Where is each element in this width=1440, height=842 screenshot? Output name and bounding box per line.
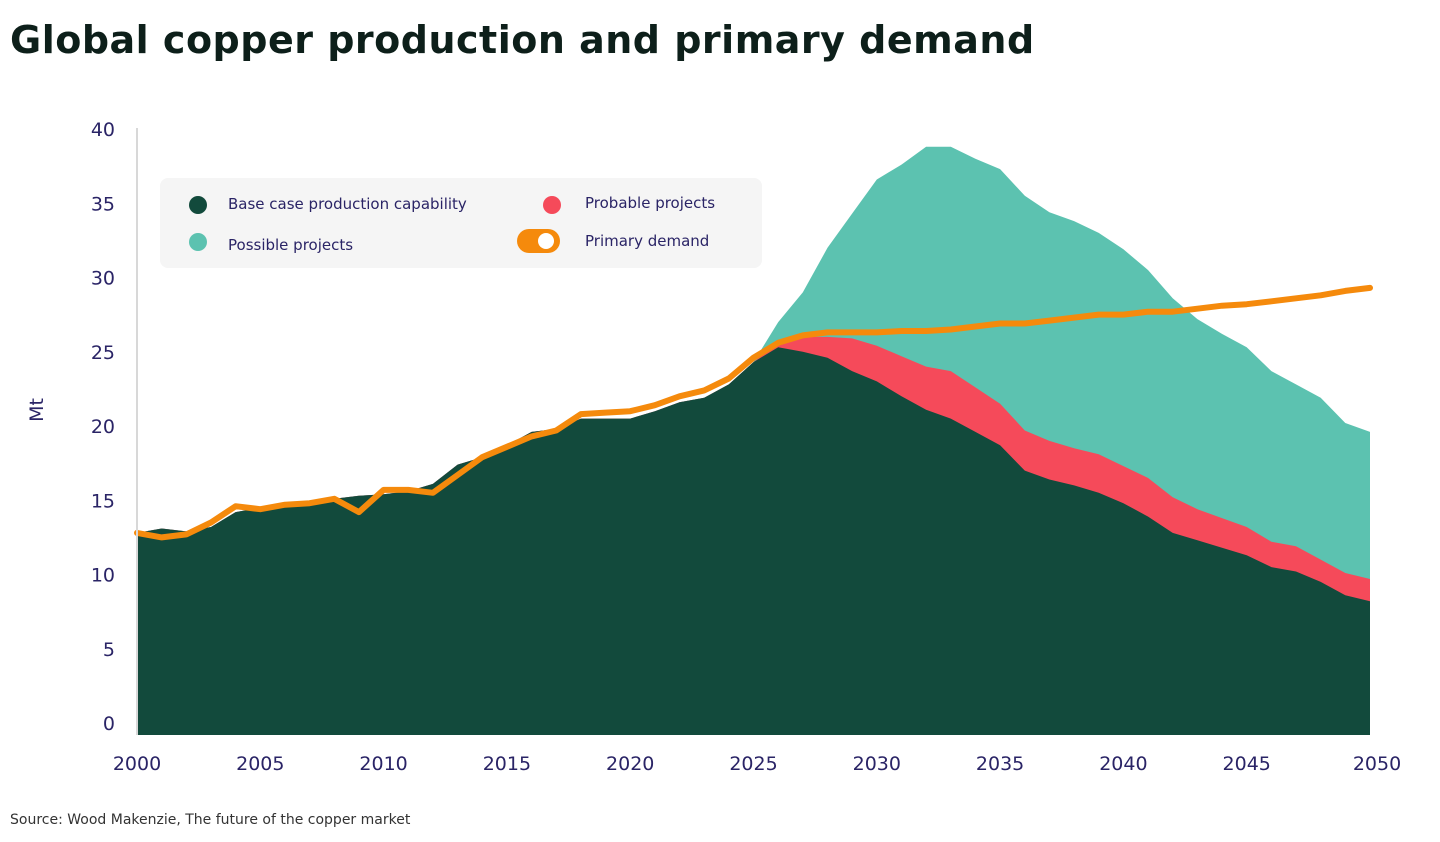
y-tick-label: 5 bbox=[103, 639, 115, 661]
x-tick-label: 2010 bbox=[359, 753, 407, 775]
legend-marker-possible bbox=[189, 233, 207, 251]
area-base-case-production-capability bbox=[137, 347, 1370, 735]
y-ticks: 0 5 10 15 20 25 30 35 40 bbox=[91, 119, 115, 735]
legend-label-probable: Probable projects bbox=[585, 194, 715, 212]
y-tick-label: 35 bbox=[91, 193, 115, 215]
legend-label-base: Base case production capability bbox=[228, 195, 467, 213]
lines-layer bbox=[134, 284, 1373, 541]
source-note: Source: Wood Makenzie, The future of the… bbox=[10, 812, 411, 828]
legend: Base case production capability Probable… bbox=[160, 178, 762, 268]
x-tick-label: 2000 bbox=[113, 753, 161, 775]
y-axis-label: Mt bbox=[26, 398, 48, 422]
legend-label-possible: Possible projects bbox=[228, 236, 353, 254]
legend-toggle-icon[interactable] bbox=[517, 229, 560, 253]
x-tick-label: 2045 bbox=[1223, 753, 1271, 775]
legend-marker-base bbox=[189, 196, 207, 214]
x-tick-label: 2050 bbox=[1353, 753, 1401, 775]
y-tick-label: 10 bbox=[91, 565, 115, 587]
legend-background bbox=[160, 178, 762, 268]
y-tick-label: 40 bbox=[91, 119, 115, 141]
y-tick-label: 20 bbox=[91, 416, 115, 438]
legend-label-demand: Primary demand bbox=[585, 232, 709, 250]
x-tick-label: 2020 bbox=[606, 753, 654, 775]
y-tick-label: 25 bbox=[91, 342, 115, 364]
y-tick-label: 0 bbox=[103, 713, 115, 735]
chart-title: Global copper production and primary dem… bbox=[10, 18, 1035, 62]
x-tick-label: 2030 bbox=[853, 753, 901, 775]
areas-layer bbox=[137, 146, 1370, 736]
legend-marker-probable bbox=[543, 196, 561, 214]
x-tick-label: 2005 bbox=[236, 753, 284, 775]
x-tick-label: 2040 bbox=[1099, 753, 1147, 775]
x-ticks: 2000 2005 2010 2015 2020 2025 2030 2035 2040 2045… bbox=[113, 753, 1401, 775]
x-tick-label: 2025 bbox=[729, 753, 777, 775]
y-tick-label: 15 bbox=[91, 490, 115, 512]
y-tick-label: 30 bbox=[91, 268, 115, 290]
x-tick-label: 2015 bbox=[483, 753, 531, 775]
x-tick-label: 2035 bbox=[976, 753, 1024, 775]
